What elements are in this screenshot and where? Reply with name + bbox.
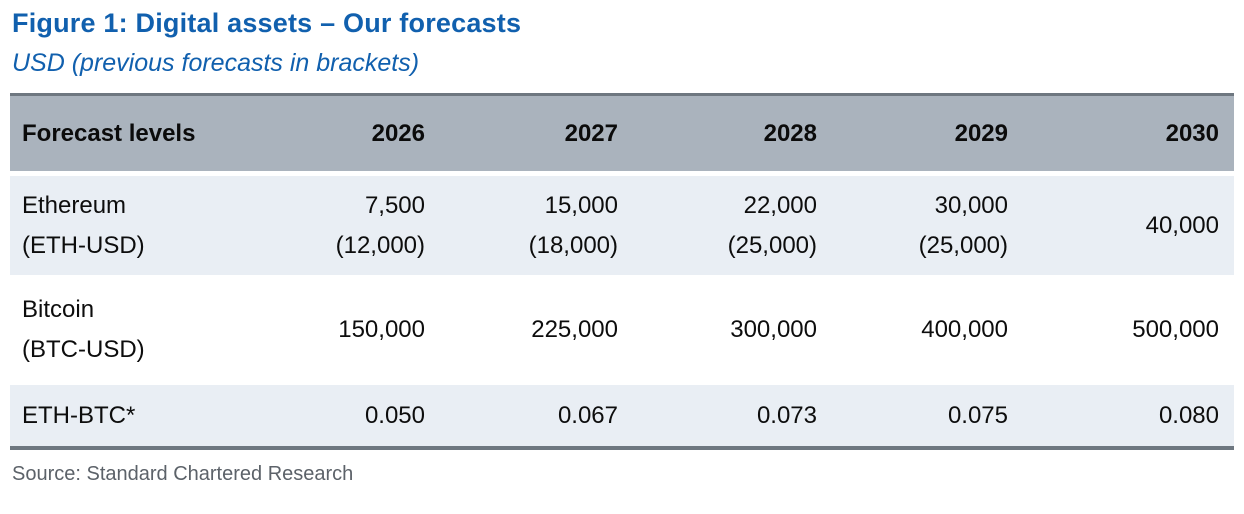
cell-value: 0.073 — [756, 401, 817, 429]
cell-previous-value: (25,000) — [727, 231, 817, 259]
figure-title: Figure 1: Digital assets – Our forecasts — [12, 8, 522, 38]
forecast-cell: 0.050 — [255, 385, 440, 446]
cell-value: 0.080 — [1158, 401, 1219, 429]
cell-value: 150,000 — [338, 316, 425, 343]
cell-value: 22,000 — [743, 191, 817, 219]
forecast-cell: 0.067 — [440, 385, 633, 446]
asset-name: Bitcoin — [22, 296, 95, 323]
forecast-cell: 7,500 (12,000) — [255, 176, 440, 275]
column-header-2029: 2029 — [832, 96, 1023, 176]
cell-value: 0.067 — [557, 401, 618, 429]
cell-value: 30,000 — [934, 191, 1008, 219]
cell-previous-value: (25,000) — [918, 231, 1008, 259]
column-header-2030: 2030 — [1023, 96, 1234, 176]
table-row-eth-btc: ETH-BTC* 0.050 0.067 0.073 0.075 — [10, 385, 1234, 446]
cell-value: 0.075 — [947, 401, 1008, 429]
forecast-cell: 400,000 — [832, 275, 1023, 385]
cell-value: 225,000 — [531, 316, 618, 343]
forecast-cell: 500,000 — [1023, 275, 1234, 385]
forecast-cell: 0.080 — [1023, 385, 1234, 446]
source-note: Source: Standard Chartered Research — [12, 463, 354, 485]
forecast-table: Forecast levels 2026 2027 2028 2029 2030… — [10, 93, 1234, 450]
figure-subtitle: USD (previous forecasts in brackets) — [12, 49, 420, 77]
forecast-cell: 225,000 — [440, 275, 633, 385]
table-row-ethereum: Ethereum (ETH-USD) 7,500 (12,000) 15,000… — [10, 176, 1234, 275]
forecast-cell: 15,000 (18,000) — [440, 176, 633, 275]
cell-value: 15,000 — [544, 191, 618, 219]
cell-value: 0.050 — [364, 401, 425, 429]
row-label-cell: Bitcoin (BTC-USD) — [10, 275, 255, 385]
forecast-cell: 150,000 — [255, 275, 440, 385]
forecast-cell: 0.075 — [832, 385, 1023, 446]
asset-ticker: (ETH-USD) — [22, 231, 145, 259]
header-row: Forecast levels 2026 2027 2028 2029 2030 — [10, 96, 1234, 176]
cell-value: 7,500 — [364, 191, 425, 219]
cell-previous-value: (18,000) — [528, 231, 618, 259]
forecast-cell: 30,000 (25,000) — [832, 176, 1023, 275]
column-header-2028: 2028 — [633, 96, 832, 176]
column-header-forecast-levels: Forecast levels — [10, 96, 255, 176]
cell-previous-value: (12,000) — [335, 231, 425, 259]
column-header-2026: 2026 — [255, 96, 440, 176]
asset-ticker: (BTC-USD) — [22, 336, 145, 363]
forecast-cell: 0.073 — [633, 385, 832, 446]
row-label-cell: ETH-BTC* — [10, 385, 255, 446]
column-header-2027: 2027 — [440, 96, 633, 176]
cell-value: 400,000 — [921, 316, 1008, 343]
cell-value: 500,000 — [1132, 316, 1219, 343]
row-label-cell: Ethereum (ETH-USD) — [10, 176, 255, 275]
forecast-cell: 300,000 — [633, 275, 832, 385]
forecast-cell: 22,000 (25,000) — [633, 176, 832, 275]
table-row-bitcoin: Bitcoin (BTC-USD) 150,000 225,000 300,00… — [10, 275, 1234, 385]
forecast-cell: 40,000 — [1023, 176, 1234, 275]
cell-value: 300,000 — [730, 316, 817, 343]
asset-name: ETH-BTC* — [22, 401, 136, 429]
cell-value: 40,000 — [1145, 211, 1219, 239]
asset-name: Ethereum — [22, 191, 127, 219]
